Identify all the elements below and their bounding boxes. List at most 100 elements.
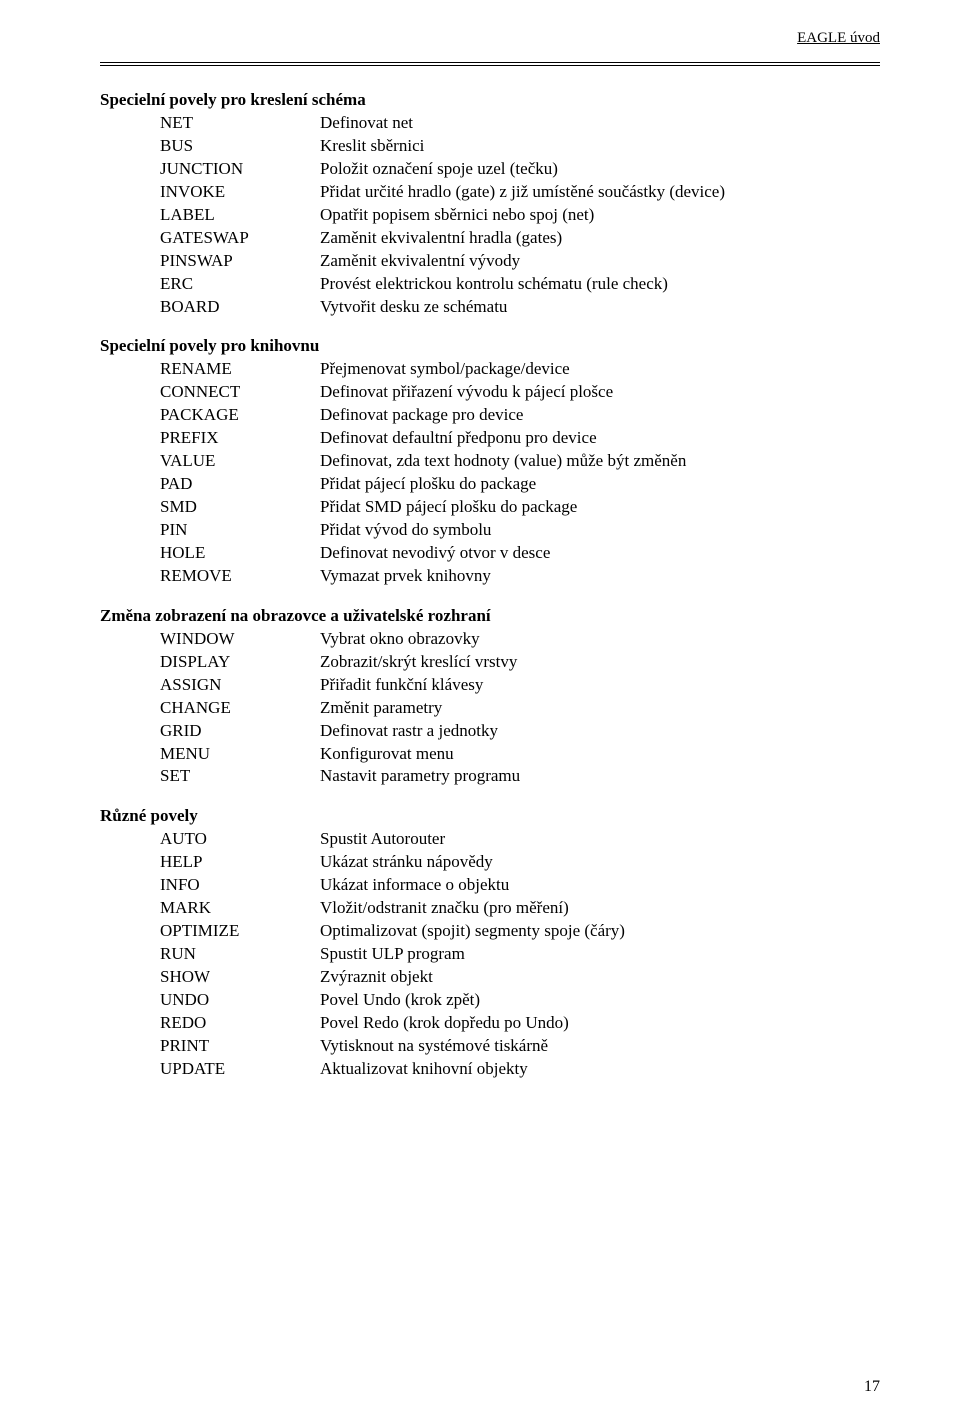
cmd-name: PAD [160,473,320,496]
cmd-row: RUNSpustit ULP program [160,943,880,966]
cmd-desc: Přidat vývod do symbolu [320,519,880,542]
cmd-name: SHOW [160,966,320,989]
cmd-desc: Povel Undo (krok zpět) [320,989,880,1012]
cmd-desc: Vymazat prvek knihovny [320,565,880,588]
cmd-name: VALUE [160,450,320,473]
cmd-row: GRIDDefinovat rastr a jednotky [160,720,880,743]
cmd-name: MENU [160,743,320,766]
cmd-name: BUS [160,135,320,158]
document-page: EAGLE úvod Specielní povely pro kreslení… [0,0,960,1426]
cmd-desc: Optimalizovat (spojit) segmenty spoje (č… [320,920,880,943]
cmd-row: OPTIMIZEOptimalizovat (spojit) segmenty … [160,920,880,943]
cmd-row: INFOUkázat informace o objektu [160,874,880,897]
cmd-row: LABELOpatřit popisem sběrnici nebo spoj … [160,204,880,227]
cmd-desc: Přiřadit funkční klávesy [320,674,880,697]
cmd-list: AUTOSpustit Autorouter HELPUkázat stránk… [160,828,880,1080]
cmd-name: RUN [160,943,320,966]
cmd-desc: Ukázat informace o objektu [320,874,880,897]
cmd-desc: Povel Redo (krok dopředu po Undo) [320,1012,880,1035]
cmd-name: PACKAGE [160,404,320,427]
cmd-desc: Zvýraznit objekt [320,966,880,989]
cmd-row: PADPřidat pájecí plošku do package [160,473,880,496]
cmd-desc: Definovat net [320,112,880,135]
cmd-row: HOLEDefinovat nevodivý otvor v desce [160,542,880,565]
cmd-desc: Vybrat okno obrazovky [320,628,880,651]
cmd-row: CONNECTDefinovat přiřazení vývodu k páje… [160,381,880,404]
cmd-name: GRID [160,720,320,743]
cmd-row: PINSWAPZaměnit ekvivalentní vývody [160,250,880,273]
cmd-desc: Položit označení spoje uzel (tečku) [320,158,880,181]
cmd-desc: Vložit/odstranit značku (pro měření) [320,897,880,920]
cmd-row: PRINTVytisknout na systémové tiskárně [160,1035,880,1058]
cmd-desc: Definovat package pro device [320,404,880,427]
cmd-row: NETDefinovat net [160,112,880,135]
cmd-name: OPTIMIZE [160,920,320,943]
cmd-desc: Přidat pájecí plošku do package [320,473,880,496]
cmd-row: PACKAGEDefinovat package pro device [160,404,880,427]
cmd-name: BOARD [160,296,320,319]
cmd-name: MARK [160,897,320,920]
section-heading: Různé povely [100,806,880,826]
cmd-name: REDO [160,1012,320,1035]
cmd-row: REMOVEVymazat prvek knihovny [160,565,880,588]
cmd-name: REMOVE [160,565,320,588]
cmd-name: HOLE [160,542,320,565]
header-rule-bottom [100,65,880,66]
section-heading: Změna zobrazení na obrazovce a uživatels… [100,606,880,626]
cmd-row: HELPUkázat stránku nápovědy [160,851,880,874]
cmd-name: SET [160,765,320,788]
cmd-row: GATESWAPZaměnit ekvivalentní hradla (gat… [160,227,880,250]
cmd-name: JUNCTION [160,158,320,181]
cmd-desc: Kreslit sběrnici [320,135,880,158]
cmd-row: PINPřidat vývod do symbolu [160,519,880,542]
cmd-row: AUTOSpustit Autorouter [160,828,880,851]
cmd-name: INFO [160,874,320,897]
cmd-desc: Definovat rastr a jednotky [320,720,880,743]
cmd-name: HELP [160,851,320,874]
cmd-name: PRINT [160,1035,320,1058]
cmd-desc: Aktualizovat knihovní objekty [320,1058,880,1081]
cmd-name: LABEL [160,204,320,227]
cmd-desc: Opatřit popisem sběrnici nebo spoj (net) [320,204,880,227]
cmd-desc: Ukázat stránku nápovědy [320,851,880,874]
cmd-name: ASSIGN [160,674,320,697]
cmd-row: CHANGEZměnit parametry [160,697,880,720]
cmd-name: WINDOW [160,628,320,651]
cmd-name: CONNECT [160,381,320,404]
cmd-desc: Přidat SMD pájecí plošku do package [320,496,880,519]
cmd-list: RENAMEPřejmenovat symbol/package/device … [160,358,880,587]
cmd-row: RENAMEPřejmenovat symbol/package/device [160,358,880,381]
cmd-desc: Definovat přiřazení vývodu k pájecí ploš… [320,381,880,404]
cmd-row: UNDOPovel Undo (krok zpět) [160,989,880,1012]
cmd-row: WINDOWVybrat okno obrazovky [160,628,880,651]
cmd-row: SMDPřidat SMD pájecí plošku do package [160,496,880,519]
cmd-name: CHANGE [160,697,320,720]
cmd-row: MENUKonfigurovat menu [160,743,880,766]
cmd-desc: Vytisknout na systémové tiskárně [320,1035,880,1058]
cmd-name: ERC [160,273,320,296]
cmd-row: ASSIGNPřiřadit funkční klávesy [160,674,880,697]
cmd-row: SETNastavit parametry programu [160,765,880,788]
cmd-row: VALUEDefinovat, zda text hodnoty (value)… [160,450,880,473]
cmd-row: DISPLAYZobrazit/skrýt kreslící vrstvy [160,651,880,674]
cmd-name: INVOKE [160,181,320,204]
cmd-name: RENAME [160,358,320,381]
cmd-row: UPDATEAktualizovat knihovní objekty [160,1058,880,1081]
section-heading: Specielní povely pro kreslení schéma [100,90,880,110]
cmd-name: NET [160,112,320,135]
cmd-desc: Spustit ULP program [320,943,880,966]
cmd-name: UNDO [160,989,320,1012]
cmd-name: GATESWAP [160,227,320,250]
cmd-desc: Změnit parametry [320,697,880,720]
cmd-desc: Definovat nevodivý otvor v desce [320,542,880,565]
cmd-desc: Definovat defaultní předponu pro device [320,427,880,450]
header-right-text: EAGLE úvod [797,30,880,47]
cmd-row: REDOPovel Redo (krok dopředu po Undo) [160,1012,880,1035]
cmd-name: UPDATE [160,1058,320,1081]
cmd-desc: Zaměnit ekvivalentní hradla (gates) [320,227,880,250]
cmd-list: NETDefinovat net BUSKreslit sběrnici JUN… [160,112,880,318]
cmd-row: BUSKreslit sběrnici [160,135,880,158]
section-heading: Specielní povely pro knihovnu [100,336,880,356]
header-rule-top [100,62,880,63]
cmd-row: SHOWZvýraznit objekt [160,966,880,989]
